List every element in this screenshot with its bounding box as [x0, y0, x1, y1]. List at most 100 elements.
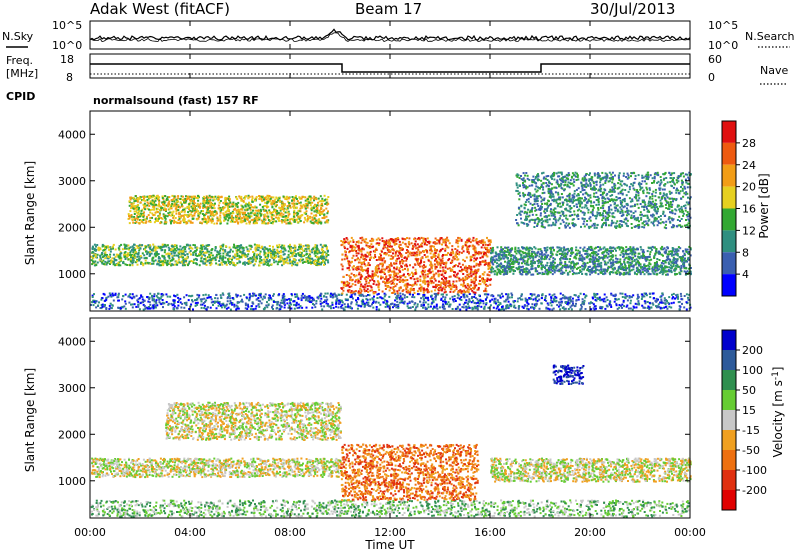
- echo-cell: [213, 198, 216, 201]
- echo-cell: [326, 198, 329, 201]
- echo-cell: [433, 263, 436, 266]
- echo-cell: [581, 298, 584, 301]
- echo-cell: [370, 256, 373, 259]
- echo-cell: [158, 202, 160, 205]
- echo-cell: [161, 217, 164, 220]
- echo-cell: [207, 208, 209, 211]
- echo-cell: [373, 295, 375, 298]
- echo-cell: [199, 205, 202, 208]
- echo-cell: [286, 205, 289, 208]
- echo-cell: [142, 215, 145, 218]
- echo-cell: [203, 304, 206, 307]
- echo-cell: [163, 251, 166, 254]
- echo-cell: [196, 255, 199, 257]
- echo-cell: [406, 265, 409, 268]
- echo-cell: [95, 263, 98, 266]
- echo-cell: [319, 204, 322, 207]
- echo-cell: [260, 302, 263, 305]
- echo-cell: [252, 292, 255, 295]
- echo-cell: [157, 196, 160, 199]
- echo-cell: [413, 251, 416, 254]
- echo-cell: [331, 303, 334, 306]
- echo-cell: [105, 296, 108, 299]
- echo-cell: [442, 270, 445, 273]
- echo-cell: [626, 299, 629, 302]
- echo-cell: [422, 275, 425, 278]
- noise-left-tick-bottom: 10^0: [52, 39, 82, 52]
- echo-cell: [580, 304, 583, 307]
- echo-cell: [115, 264, 118, 266]
- echo-cell: [424, 301, 427, 304]
- echo-cell: [268, 259, 271, 261]
- echo-cell: [263, 210, 266, 212]
- echo-cell: [289, 206, 292, 209]
- echo-cell: [435, 257, 437, 260]
- echo-cell: [229, 297, 232, 300]
- echo-cell: [321, 251, 324, 254]
- echo-cell: [433, 273, 436, 276]
- echo-cell: [316, 204, 319, 207]
- echo-cell: [149, 211, 152, 214]
- echo-cell: [350, 294, 353, 297]
- echo-cell: [153, 208, 156, 211]
- echo-cell: [322, 260, 325, 263]
- echo-cell: [185, 260, 188, 262]
- echo-cell: [97, 304, 100, 307]
- echo-cell: [361, 247, 364, 250]
- nsky-label: N.Sky: [2, 30, 34, 43]
- echo-cell: [362, 295, 365, 298]
- echo-cell: [431, 270, 434, 273]
- echo-cell: [160, 260, 163, 263]
- echo-cell: [483, 307, 486, 310]
- echo-cell: [507, 293, 510, 296]
- echo-cell: [384, 305, 387, 308]
- echo-cell: [405, 259, 408, 262]
- echo-cell: [101, 256, 104, 259]
- echo-cell: [299, 255, 302, 257]
- echo-cell: [96, 244, 99, 246]
- echo-cell: [569, 298, 572, 301]
- echo-cell: [236, 213, 239, 216]
- echo-cell: [443, 305, 446, 308]
- echo-cell: [217, 198, 220, 201]
- echo-cell: [288, 255, 291, 258]
- echo-cell: [233, 305, 236, 308]
- echo-cell: [119, 306, 122, 309]
- echo-cell: [266, 212, 269, 215]
- echo-cell: [424, 237, 427, 240]
- echo-cell: [302, 203, 305, 206]
- echo-cell: [160, 207, 163, 210]
- echo-cell: [399, 249, 402, 252]
- echo-cell: [484, 259, 487, 262]
- echo-cell: [589, 301, 592, 304]
- echo-cell: [456, 305, 459, 308]
- echo-cell: [468, 288, 471, 291]
- echo-cell: [224, 245, 227, 248]
- echo-cell: [273, 248, 276, 251]
- echo-cell: [257, 216, 260, 219]
- echo-cell: [435, 272, 438, 275]
- echo-cell: [670, 306, 673, 309]
- echo-cell: [253, 214, 256, 216]
- freq-tick-top: 18: [60, 53, 74, 66]
- echo-cell: [320, 292, 323, 295]
- echo-cell: [224, 250, 227, 253]
- echo-cell: [109, 263, 111, 265]
- echo-cell: [124, 253, 127, 256]
- echo-cell: [238, 248, 240, 251]
- echo-cell: [186, 221, 188, 224]
- echo-cell: [255, 196, 258, 198]
- echo-cell: [423, 264, 425, 267]
- echo-cell: [458, 303, 461, 306]
- echo-cell: [244, 254, 247, 256]
- echo-cell: [192, 205, 194, 208]
- echo-cell: [474, 291, 477, 294]
- echo-cell: [434, 296, 437, 299]
- echo-cell: [268, 245, 271, 247]
- echo-cell: [243, 197, 246, 200]
- echo-cell: [687, 298, 690, 301]
- echo-cell: [96, 253, 99, 256]
- echo-cell: [249, 308, 252, 311]
- echo-cell: [309, 198, 312, 201]
- echo-cell: [278, 219, 280, 222]
